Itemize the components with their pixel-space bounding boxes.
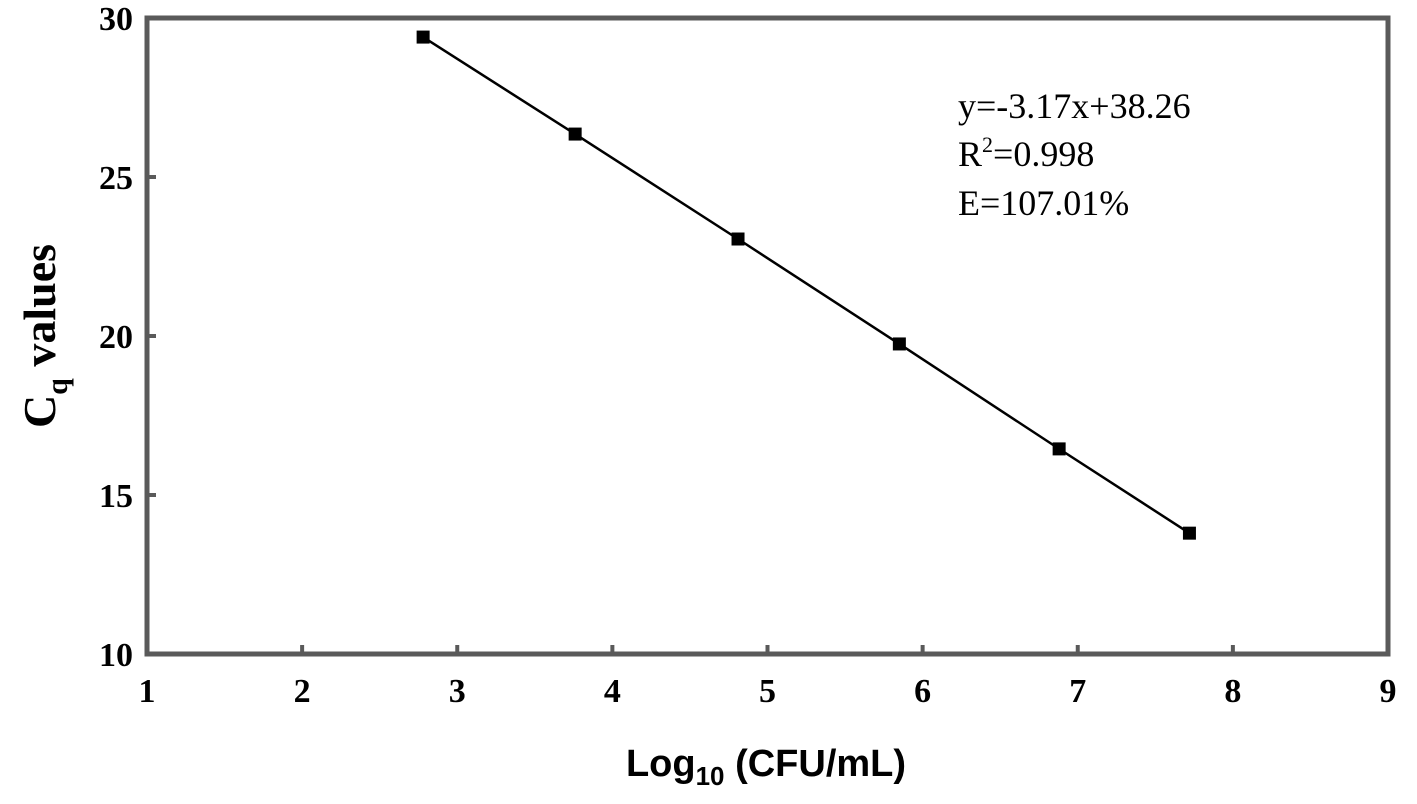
- data-series: [416, 30, 1196, 540]
- data-point: [1052, 442, 1066, 456]
- x-tick-label: 4: [604, 673, 621, 710]
- data-point: [892, 337, 906, 351]
- efficiency-label: E=107.01%: [958, 183, 1129, 223]
- y-tick-label: 30: [99, 1, 133, 38]
- y-tick-label: 10: [99, 637, 133, 674]
- y-tick-label: 25: [99, 160, 133, 197]
- x-tick-label: 2: [294, 673, 311, 710]
- data-point: [731, 232, 745, 246]
- y-axis-title-rest: values: [14, 244, 65, 378]
- plot-frame: [144, 15, 1391, 657]
- r-squared-value: =0.998: [993, 134, 1094, 174]
- y-tick-label: 15: [99, 478, 133, 515]
- regression-equation: y=-3.17x+38.26: [958, 86, 1191, 126]
- x-tick-label: 1: [139, 673, 156, 710]
- x-axis-title-main: Log: [626, 743, 696, 785]
- x-axis-ticks: 1 2 3 4 5 6 7 8 9: [139, 645, 1397, 710]
- x-tick-label: 6: [914, 673, 931, 710]
- x-axis-title-subscript: 10: [696, 761, 725, 791]
- x-tick-label: 5: [759, 673, 776, 710]
- y-tick-label: 20: [99, 319, 133, 356]
- y-axis-title-main: C: [14, 395, 65, 428]
- data-point: [1182, 526, 1196, 540]
- r-squared-label: R2=0.998: [958, 132, 1094, 174]
- r-squared-base: R: [958, 134, 982, 174]
- x-axis-title: Log10 (CFU/mL): [626, 743, 906, 791]
- x-tick-label: 8: [1224, 673, 1241, 710]
- series-line: [422, 36, 1191, 535]
- regression-annotations: y=-3.17x+38.26 R2=0.998 E=107.01%: [958, 86, 1191, 223]
- y-axis-title-subscript: q: [41, 378, 74, 395]
- data-point: [416, 30, 430, 44]
- x-axis-title-rest: (CFU/mL): [725, 743, 907, 785]
- y-axis-title: Cq values: [14, 244, 74, 428]
- data-point: [568, 127, 582, 141]
- r-squared-superscript: 2: [982, 132, 993, 157]
- x-tick-label: 3: [449, 673, 466, 710]
- x-tick-label: 7: [1069, 673, 1086, 710]
- x-tick-label: 9: [1380, 673, 1397, 710]
